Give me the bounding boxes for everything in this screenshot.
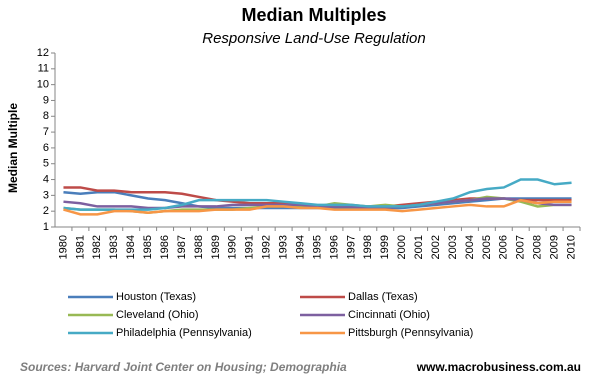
legend-label: Cincinnati (Ohio) bbox=[348, 309, 430, 321]
chart-title: Median Multiples bbox=[241, 5, 386, 25]
x-tick-label: 1998 bbox=[362, 235, 374, 259]
y-tick-label: 10 bbox=[37, 79, 49, 91]
x-tick-label: 1984 bbox=[125, 235, 137, 259]
legend-label: Pittsburgh (Pennsylvania) bbox=[348, 327, 473, 339]
legend-label: Philadelphia (Pennsylvania) bbox=[116, 327, 252, 339]
x-tick-label: 2003 bbox=[447, 235, 459, 259]
y-axis-label: Median Multiple bbox=[6, 103, 20, 193]
x-tick-label: 2002 bbox=[430, 235, 442, 259]
x-tick-label: 1991 bbox=[244, 235, 256, 259]
x-tick-label: 1981 bbox=[74, 235, 86, 259]
x-tick-label: 1989 bbox=[210, 235, 222, 259]
y-tick-label: 9 bbox=[43, 94, 49, 106]
y-tick-label: 11 bbox=[38, 63, 49, 75]
x-tick-label: 2006 bbox=[498, 235, 510, 259]
y-tick-label: 3 bbox=[43, 189, 49, 201]
x-tick-label: 2004 bbox=[464, 235, 476, 259]
legend-label: Houston (Texas) bbox=[116, 291, 196, 303]
line bbox=[63, 178, 572, 211]
x-tick-label: 2001 bbox=[413, 235, 425, 259]
y-tick-label: 12 bbox=[37, 47, 49, 59]
source: Sources: Harvard Joint Center on Housing… bbox=[20, 360, 347, 374]
x-tick-label: 2005 bbox=[481, 235, 493, 259]
y-tick-label: 5 bbox=[43, 158, 49, 170]
x-tick-label: 1983 bbox=[108, 235, 120, 259]
x-tick-label: 1997 bbox=[345, 235, 357, 259]
x-tick-label: 1990 bbox=[227, 235, 239, 259]
y-tick-label: 8 bbox=[43, 110, 49, 122]
x-tick-label: 1980 bbox=[57, 235, 69, 259]
y-tick-label: 2 bbox=[43, 205, 49, 217]
x-tick-label: 2007 bbox=[515, 235, 527, 259]
line bbox=[63, 197, 572, 210]
x-tick-label: 1999 bbox=[379, 235, 391, 259]
x-tick-label: 1996 bbox=[328, 235, 340, 259]
legend-label: Dallas (Texas) bbox=[348, 291, 418, 303]
y-tick-label: 7 bbox=[43, 126, 49, 138]
x-tick-label: 2009 bbox=[549, 235, 561, 259]
legend-label: Cleveland (Ohio) bbox=[116, 309, 199, 321]
x-tick-label: 1986 bbox=[159, 235, 171, 259]
x-tick-label: 1987 bbox=[176, 235, 188, 259]
x-tick-label: 2010 bbox=[565, 235, 577, 259]
chart-subtitle: Responsive Land-Use Regulation bbox=[202, 30, 425, 47]
x-tick-label: 1992 bbox=[261, 235, 273, 259]
x-tick-label: 1985 bbox=[142, 235, 154, 259]
x-tick-label: 2008 bbox=[532, 235, 544, 259]
y-tick-label: 4 bbox=[43, 173, 49, 185]
y-tick-label: 1 bbox=[43, 221, 49, 233]
x-tick-label: 2000 bbox=[396, 235, 408, 259]
line bbox=[63, 198, 572, 216]
x-tick-label: 1988 bbox=[193, 235, 205, 259]
x-tick-label: 1994 bbox=[294, 235, 306, 259]
x-tick-label: 1995 bbox=[311, 235, 323, 259]
x-tick-label: 1982 bbox=[91, 235, 103, 259]
x-tick-label: 1993 bbox=[278, 235, 290, 259]
website: www.macrobusiness.com.au bbox=[416, 360, 581, 374]
y-tick-label: 6 bbox=[43, 142, 49, 154]
